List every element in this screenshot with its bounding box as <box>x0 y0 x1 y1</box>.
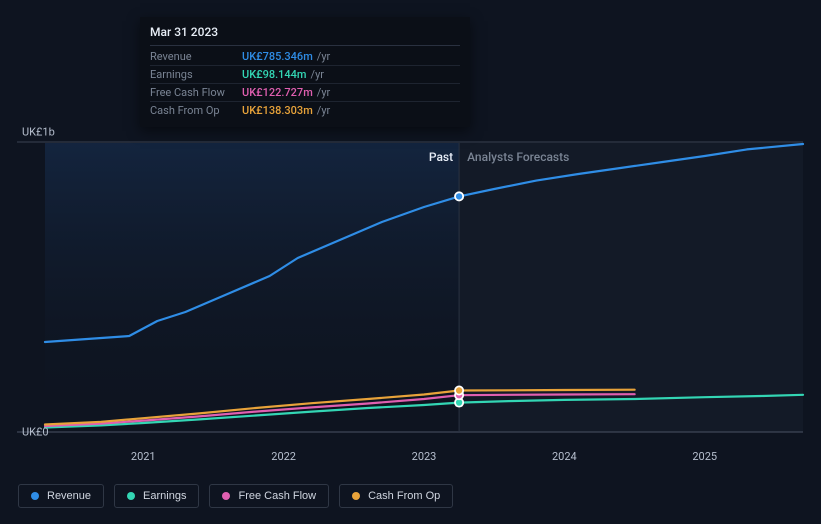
tooltip-row-label: Cash From Op <box>150 104 242 117</box>
x-axis-label: 2024 <box>552 450 577 463</box>
legend-item-revenue[interactable]: Revenue <box>18 484 104 508</box>
legend-dot-icon <box>127 492 135 500</box>
tooltip-row-revenue: RevenueUK£785.346m/yr <box>150 48 460 66</box>
x-axis-label: 2022 <box>271 450 296 463</box>
tooltip-row-cfo: Cash From OpUK£138.303m/yr <box>150 102 460 119</box>
legend: Revenue Earnings Free Cash Flow Cash From O… <box>18 484 453 508</box>
hover-tooltip: Mar 31 2023 RevenueUK£785.346m/yrEarning… <box>140 17 470 127</box>
legend-item-cfo[interactable]: Cash From Op <box>339 484 453 508</box>
legend-item-earnings[interactable]: Earnings <box>114 484 199 508</box>
legend-item-fcf[interactable]: Free Cash Flow <box>209 484 329 508</box>
x-axis-label: 2025 <box>692 450 717 463</box>
legend-dot-icon <box>222 492 230 500</box>
tooltip-row-value: UK£122.727m <box>242 86 313 99</box>
legend-item-label: Cash From Op <box>368 490 440 502</box>
region-label-past: Past <box>429 150 453 164</box>
tooltip-row-unit: /yr <box>311 68 324 81</box>
x-axis-label: 2023 <box>412 450 437 463</box>
tooltip-row-fcf: Free Cash FlowUK£122.727m/yr <box>150 84 460 102</box>
tooltip-date: Mar 31 2023 <box>150 25 460 46</box>
tooltip-row-label: Earnings <box>150 68 242 81</box>
earnings-revenue-chart: Mar 31 2023 RevenueUK£785.346m/yrEarning… <box>0 0 821 524</box>
legend-dot-icon <box>31 492 39 500</box>
region-label-forecast: Analysts Forecasts <box>467 150 569 164</box>
x-axis-label: 2021 <box>131 450 156 463</box>
tooltip-row-unit: /yr <box>317 50 330 63</box>
legend-item-label: Revenue <box>47 490 91 502</box>
tooltip-row-label: Revenue <box>150 50 242 63</box>
legend-dot-icon <box>352 492 360 500</box>
tooltip-row-label: Free Cash Flow <box>150 86 242 99</box>
y-axis-label: UK£0 <box>22 426 49 439</box>
y-axis-label: UK£1b <box>22 126 55 139</box>
tooltip-row-value: UK£138.303m <box>242 104 313 117</box>
tooltip-row-value: UK£98.144m <box>242 68 307 81</box>
tooltip-row-value: UK£785.346m <box>242 50 313 63</box>
tooltip-row-earnings: EarningsUK£98.144m/yr <box>150 66 460 84</box>
legend-item-label: Free Cash Flow <box>238 490 316 502</box>
tooltip-row-unit: /yr <box>317 86 330 99</box>
tooltip-row-unit: /yr <box>317 104 330 117</box>
legend-item-label: Earnings <box>143 490 186 502</box>
